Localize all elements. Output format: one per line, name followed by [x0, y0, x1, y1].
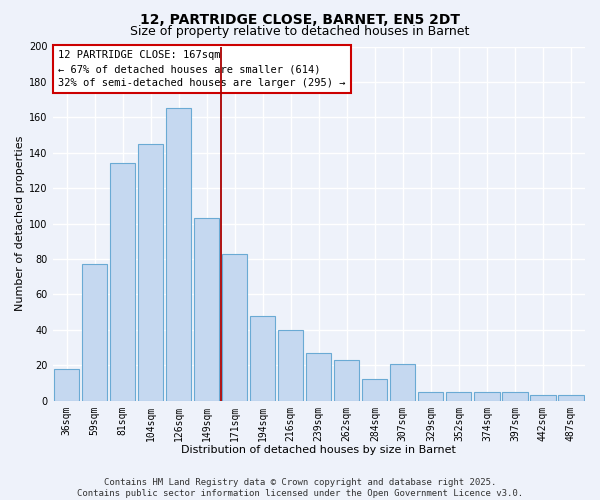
Bar	[446, 392, 472, 400]
Bar	[194, 218, 219, 400]
X-axis label: Distribution of detached houses by size in Barnet: Distribution of detached houses by size …	[181, 445, 456, 455]
Bar	[250, 316, 275, 400]
Bar	[390, 364, 415, 401]
Text: Size of property relative to detached houses in Barnet: Size of property relative to detached ho…	[130, 25, 470, 38]
Bar	[222, 254, 247, 400]
Bar	[306, 353, 331, 401]
Bar	[334, 360, 359, 401]
Bar	[502, 392, 527, 400]
Bar	[166, 108, 191, 401]
Bar	[530, 396, 556, 400]
Bar	[82, 264, 107, 400]
Bar	[362, 380, 388, 400]
Bar	[138, 144, 163, 401]
Text: Contains HM Land Registry data © Crown copyright and database right 2025.
Contai: Contains HM Land Registry data © Crown c…	[77, 478, 523, 498]
Text: 12, PARTRIDGE CLOSE, BARNET, EN5 2DT: 12, PARTRIDGE CLOSE, BARNET, EN5 2DT	[140, 12, 460, 26]
Bar	[278, 330, 304, 400]
Bar	[475, 392, 500, 400]
Bar	[110, 164, 135, 400]
Bar	[418, 392, 443, 400]
Y-axis label: Number of detached properties: Number of detached properties	[15, 136, 25, 312]
Bar	[54, 369, 79, 400]
Bar	[559, 396, 584, 400]
Text: 12 PARTRIDGE CLOSE: 167sqm
← 67% of detached houses are smaller (614)
32% of sem: 12 PARTRIDGE CLOSE: 167sqm ← 67% of deta…	[58, 50, 346, 88]
